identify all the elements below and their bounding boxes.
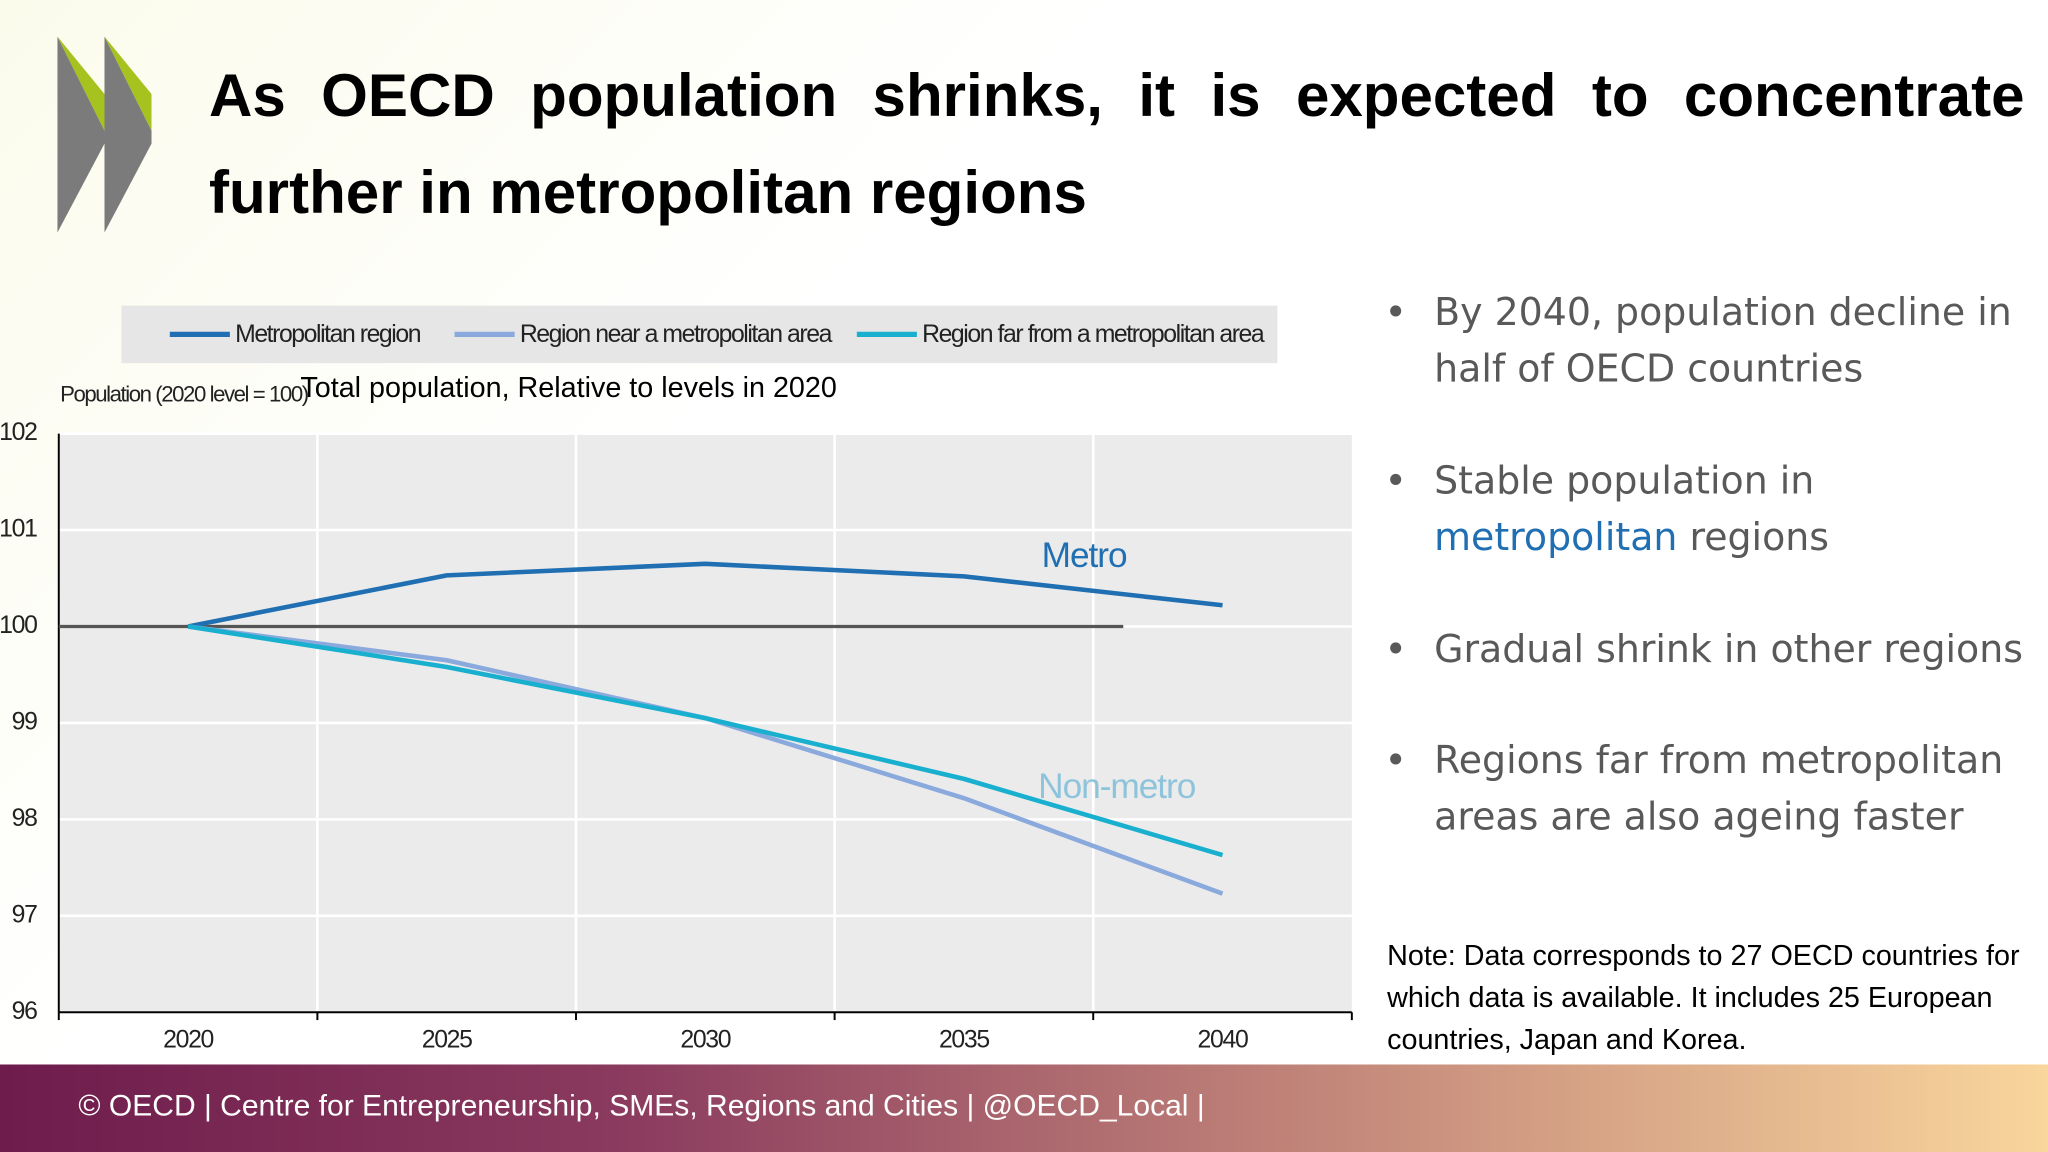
x-tick-label: 2030 [680, 1027, 730, 1054]
logo-chevron [104, 36, 152, 233]
bullet: Regions far from metropolitan areas are … [1384, 733, 2037, 845]
y-tick-label: 102 [0, 419, 37, 446]
series-line [187, 561, 1223, 629]
chart-subtitle: Total population, Relative to levels in … [300, 372, 836, 404]
footer: © OECD | Centre for Entrepreneurship, SM… [0, 1064, 2048, 1152]
y-tick-label: 100 [0, 612, 37, 639]
slide-title: As OECD population shrinks, it is expect… [208, 61, 2025, 226]
bullet-text: Stable population in [1434, 458, 1815, 503]
note: Note: Data corresponds to 27 OECD countr… [1387, 939, 2020, 1056]
bullet-highlight: metropolitan [1434, 514, 1678, 560]
logo-chevron [57, 36, 105, 233]
footer-text: © OECD | Centre for Entrepreneurship, SM… [78, 1087, 1205, 1122]
x-tick-label: 2035 [939, 1027, 989, 1054]
bullet: Gradual shrink in other regions [1384, 622, 2037, 678]
chart: Metropolitan region Region near a metropo… [0, 305, 1353, 1054]
bullet: Stable population in metropolitan region… [1384, 453, 2037, 565]
bullet: By 2040, population decline in half of O… [1384, 285, 2037, 397]
bullet-text: By 2040, population decline in half of O… [1434, 289, 2012, 391]
legend-label: Region near a metropolitan area [520, 321, 833, 348]
y-tick-label: 101 [0, 516, 37, 543]
legend-label: Metropolitan region [235, 321, 421, 348]
bullet-text: Regions far from metropolitan areas are … [1434, 737, 2004, 839]
bullet-text: regions [1689, 514, 1829, 560]
series-line [187, 624, 1224, 858]
legend-label: Region far from a metropolitan area [922, 321, 1265, 348]
y-tick-label: 97 [12, 901, 37, 928]
x-tick-label: 2040 [1198, 1027, 1248, 1054]
y-tick-label: 96 [12, 998, 37, 1025]
y-tick-label: 99 [12, 708, 37, 735]
x-tick-label: 2025 [422, 1027, 472, 1054]
y-tick-label: 98 [12, 805, 37, 832]
bullet-list: By 2040, population decline in half of O… [1384, 285, 2037, 901]
y-axis-label: Population (2020 level = 100) [60, 382, 309, 407]
bullet-text: Gradual shrink in other regions [1434, 626, 2023, 672]
annotation: Metro [1042, 536, 1127, 575]
legend-box [121, 305, 1278, 364]
oecd-logo [57, 36, 152, 233]
x-tick-label: 2020 [163, 1027, 213, 1054]
annotation: Non-metro [1038, 767, 1196, 806]
